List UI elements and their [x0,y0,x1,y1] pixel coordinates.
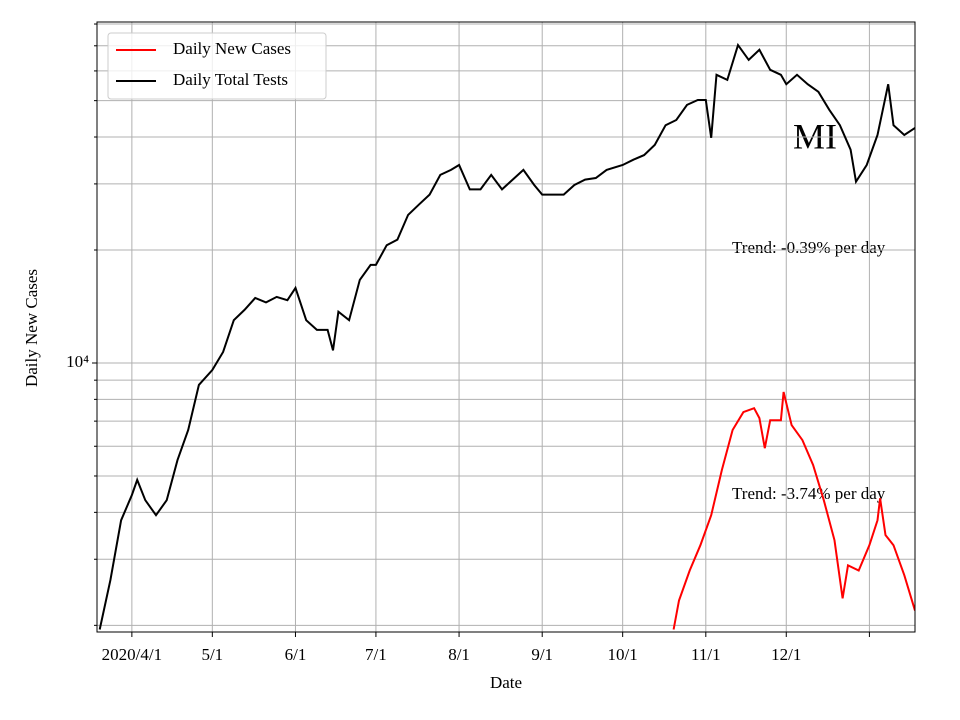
legend-box [107,32,327,100]
annotation-trend: Trend: -0.39% per day [732,238,886,257]
data-line [672,391,915,630]
annotation-trend: Trend: -3.74% per day [732,484,886,503]
x-tick-label: 8/1 [448,645,470,664]
x-tick-label: 6/1 [285,645,307,664]
annotation-state: MI [793,116,837,156]
legend-label: Daily Total Tests [173,70,288,89]
y-tick-label: 10⁴ [66,352,89,371]
legend-label: Daily New Cases [173,39,291,58]
y-axis-label: Daily New Cases [22,269,41,387]
x-axis-label: Date [490,673,522,692]
x-tick-label: 5/1 [201,645,223,664]
x-tick-label: 10/1 [608,645,638,664]
x-tick-label: 7/1 [365,645,387,664]
data-line [98,42,915,630]
x-tick-label: 9/1 [531,645,553,664]
plot-frame [96,21,916,633]
x-tick-label: 12/1 [771,645,801,664]
grid [97,22,915,632]
x-tick-label: 11/1 [691,645,721,664]
x-tick-label: 2020/4/1 [102,645,162,664]
